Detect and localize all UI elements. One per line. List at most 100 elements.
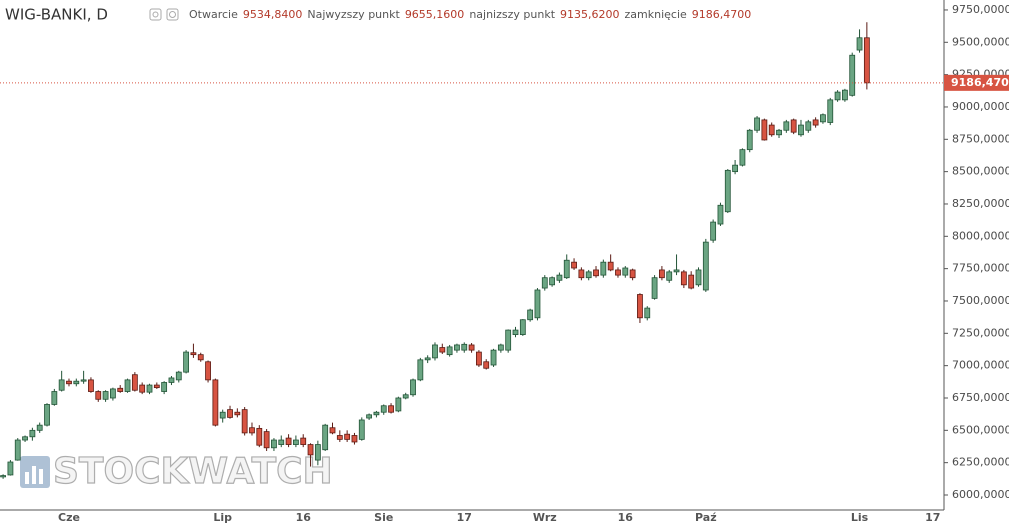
candle-body <box>95 391 102 400</box>
candle-body <box>600 261 607 276</box>
candle-body <box>344 433 351 440</box>
candle-body <box>512 329 519 336</box>
candle-body <box>366 414 373 419</box>
header-icons <box>149 8 179 21</box>
candle-body <box>0 475 7 478</box>
candle-body <box>212 379 219 426</box>
candle-body <box>117 387 124 392</box>
candle-body <box>51 391 58 405</box>
x-tick-label: 17 <box>925 511 940 524</box>
candle-body <box>475 351 482 366</box>
candle-body <box>856 37 863 51</box>
header-value: 9186,4700 <box>692 8 752 21</box>
candle-body <box>519 319 526 336</box>
candle-body <box>563 259 570 279</box>
header-value: 9655,1600 <box>405 8 465 21</box>
y-tick-label: 6750,0000 <box>952 391 1009 404</box>
candle-body <box>227 409 233 418</box>
candle-body <box>395 397 402 412</box>
y-tick-label: 8000,0000 <box>952 229 1009 242</box>
candle-body <box>673 269 680 273</box>
last-price-box <box>944 74 1009 91</box>
candle-body <box>622 267 629 276</box>
icon <box>149 8 162 21</box>
candle-body <box>44 404 50 426</box>
candle-body <box>651 277 658 299</box>
candle-body <box>14 439 21 461</box>
candle-body <box>131 374 138 391</box>
y-tick-label: 8250,0000 <box>952 197 1009 210</box>
candle-body <box>739 149 746 166</box>
candle-body <box>7 461 14 476</box>
candle-body <box>102 391 109 400</box>
candle-body <box>88 379 94 392</box>
candle-body <box>175 371 182 381</box>
candle-body <box>358 419 365 440</box>
candle-body <box>336 435 343 440</box>
candle-body <box>607 261 614 271</box>
candle-body <box>380 405 387 413</box>
candle-body <box>768 124 775 136</box>
icon <box>169 11 176 18</box>
candle-body <box>578 269 585 279</box>
candle-body <box>541 277 548 289</box>
logo-bar <box>39 469 43 484</box>
header-label: najnizszy punkt <box>469 8 555 21</box>
candle-body <box>783 121 790 131</box>
candle-body <box>410 379 416 396</box>
candle-body <box>110 388 116 399</box>
candle-body <box>534 289 541 319</box>
candle-body <box>190 352 197 356</box>
candle-body <box>527 309 534 321</box>
candle-body <box>790 119 797 133</box>
candle-body <box>66 380 72 385</box>
x-tick-label: Lip <box>213 511 232 524</box>
candle-body <box>490 349 497 366</box>
logo-bar <box>25 472 29 484</box>
candle-body <box>300 437 307 445</box>
candle-body <box>73 380 80 385</box>
candle-body <box>666 271 673 281</box>
y-tick-label: 7250,0000 <box>952 326 1009 339</box>
candle-body <box>798 124 804 136</box>
candle-body <box>754 117 760 131</box>
candle-body <box>702 241 709 291</box>
candle-body <box>849 54 856 96</box>
watermark-logo <box>20 456 50 488</box>
candle-body <box>585 271 592 279</box>
candle-body <box>432 344 438 359</box>
y-tick-label: 6250,0000 <box>952 456 1009 469</box>
y-tick-label: 7750,0000 <box>952 262 1009 275</box>
y-tick-label: 8750,0000 <box>952 132 1009 145</box>
x-tick-label: Sie <box>374 511 393 524</box>
candle-body <box>278 439 285 445</box>
y-tick-label: 7500,0000 <box>952 294 1009 307</box>
candle-body <box>256 427 263 446</box>
candle-body <box>322 424 329 451</box>
header-label: Otwarcie <box>189 8 238 21</box>
y-tick-label: 6000,0000 <box>952 488 1009 501</box>
candle-body <box>402 394 409 399</box>
candle-body <box>205 361 211 381</box>
candle-body <box>307 444 314 456</box>
candle-body <box>497 344 504 351</box>
candle-body <box>556 274 563 281</box>
candle-body <box>197 354 204 361</box>
x-tick-label: Paź <box>695 511 717 524</box>
candle-body <box>505 329 512 351</box>
candle-body <box>820 114 826 123</box>
x-tick-label: Cze <box>58 511 80 524</box>
candle-body <box>80 379 87 382</box>
candle-body <box>629 269 636 279</box>
candle-body <box>351 435 358 443</box>
candle-body <box>29 429 36 438</box>
candle-body <box>593 269 599 277</box>
candle-body <box>805 121 812 131</box>
candle-body <box>863 37 870 84</box>
candle-body <box>183 351 190 373</box>
candle-body <box>329 427 336 434</box>
candle-body <box>373 411 380 416</box>
candle-body <box>659 269 665 279</box>
y-tick-label: 7000,0000 <box>952 359 1009 372</box>
